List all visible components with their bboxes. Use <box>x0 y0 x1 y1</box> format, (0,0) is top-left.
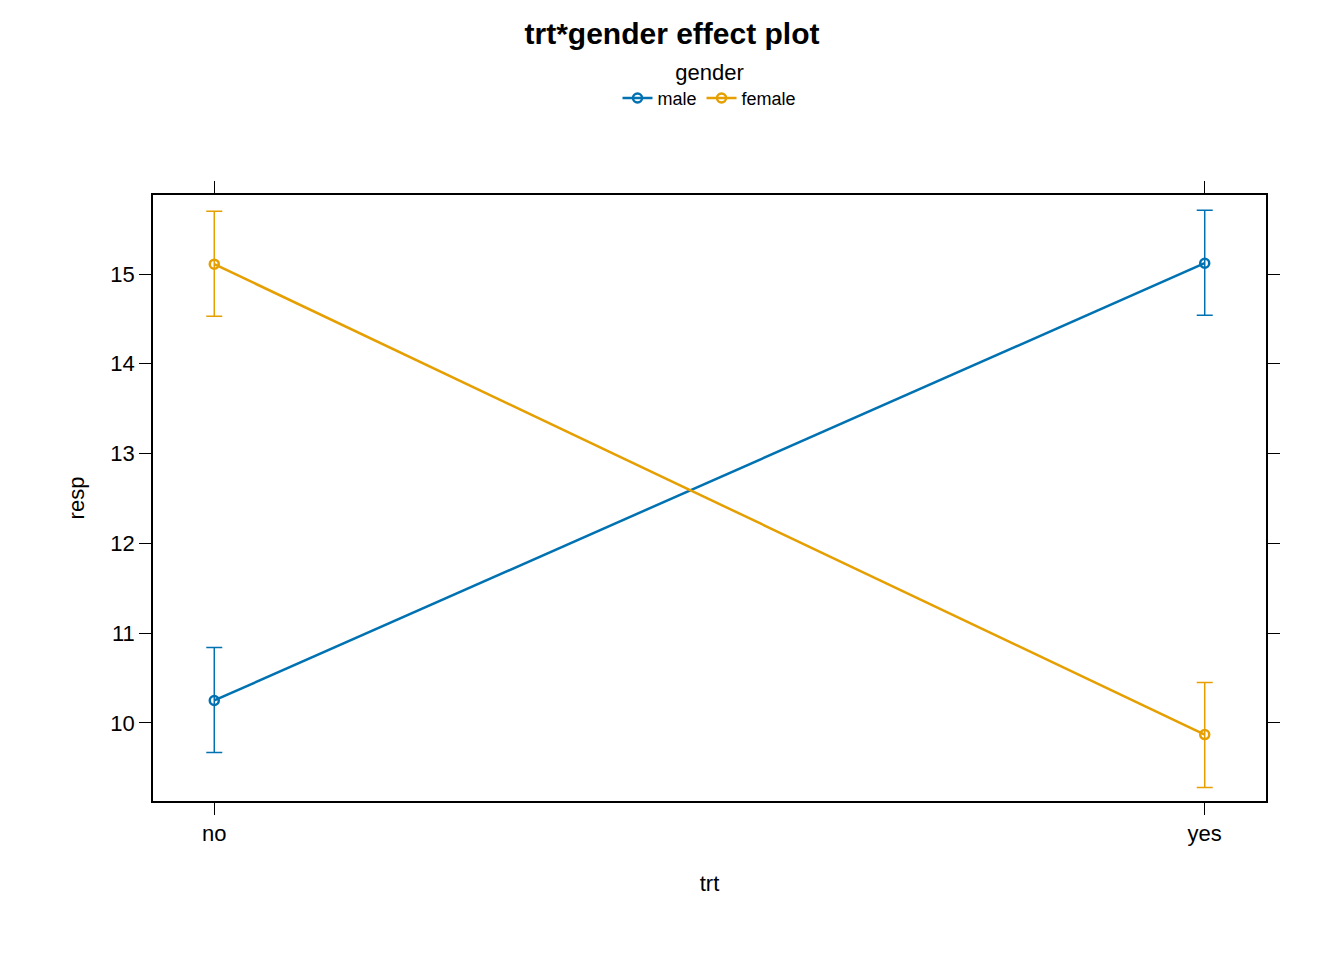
svg-text:female: female <box>742 89 796 109</box>
svg-text:no: no <box>202 821 226 846</box>
svg-text:11: 11 <box>112 621 135 646</box>
svg-text:12: 12 <box>110 531 134 556</box>
svg-text:trt*gender effect plot: trt*gender effect plot <box>524 17 819 50</box>
svg-text:male: male <box>658 89 697 109</box>
svg-text:15: 15 <box>110 262 134 287</box>
svg-text:trt: trt <box>700 871 720 896</box>
svg-text:gender: gender <box>675 60 744 85</box>
svg-text:resp: resp <box>64 477 89 520</box>
svg-text:10: 10 <box>110 711 134 736</box>
svg-text:yes: yes <box>1188 821 1222 846</box>
svg-text:13: 13 <box>110 441 134 466</box>
svg-text:14: 14 <box>110 351 134 376</box>
